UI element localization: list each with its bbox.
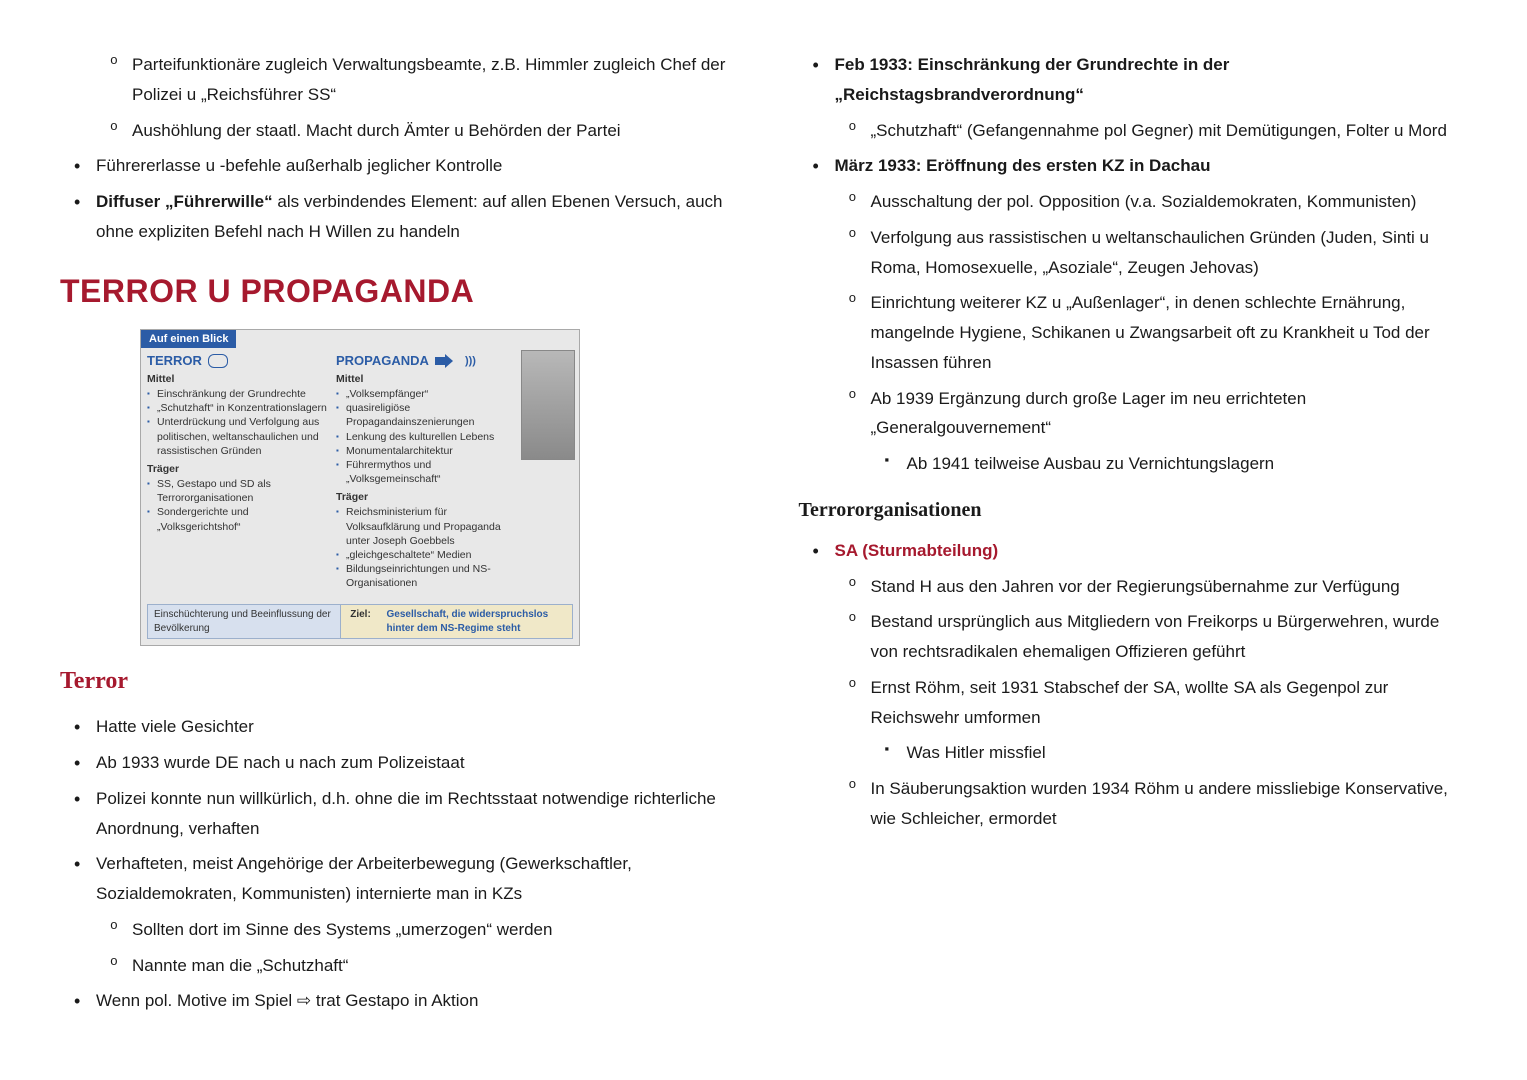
bold-span: Diffuser „Führerwille“ [96, 192, 273, 211]
list-item: „Volksempfänger“ [336, 387, 517, 401]
list-item: Lenkung des kulturellen Lebens [336, 430, 517, 444]
arrow-left-text: Einschüchterung und Beeinflussung der Be… [147, 604, 341, 639]
heading-terror: Terror [60, 660, 729, 702]
bold-span: Feb 1933: Einschränkung der Grundrechte … [835, 55, 1230, 104]
list-item: Sondergerichte und „Volksgerichtshof“ [147, 505, 328, 533]
list-item: Unterdrückung und Verfolgung aus politis… [147, 415, 328, 458]
list-item: Ausschaltung der pol. Opposition (v.a. S… [799, 187, 1468, 217]
infobox-body: TERROR Mittel Einschränkung der Grundrec… [141, 348, 579, 600]
left-column: Parteifunktionäre zugleich Verwaltungsbe… [60, 50, 729, 1022]
list-item: SS, Gestapo und SD als Terrororganisatio… [147, 477, 328, 505]
list-item: quasireligiöse Propagandainszenierungen [336, 401, 517, 429]
goal-text: Gesellschaft, die widerspruchslos hinter… [381, 604, 574, 639]
infobox-title-propaganda: PROPAGANDA))) [336, 352, 517, 370]
list-item: Aushöhlung der staatl. Macht durch Ämter… [60, 116, 729, 146]
list-item: Ab 1939 Ergänzung durch große Lager im n… [799, 384, 1468, 444]
list-item: Diffuser „Führerwille“ als verbindendes … [60, 187, 729, 247]
right-column: Feb 1933: Einschränkung der Grundrechte … [799, 50, 1468, 1022]
list-item: März 1933: Eröffnung des ersten KZ in Da… [799, 151, 1468, 181]
list-item: Wenn pol. Motive im Spiel ⇨ trat Gestapo… [60, 986, 729, 1016]
infobox-photo [521, 350, 575, 460]
list-item: Feb 1933: Einschränkung der Grundrechte … [799, 50, 1468, 110]
list-item: Monumentalarchitektur [336, 444, 517, 458]
two-column-layout: Parteifunktionäre zugleich Verwaltungsbe… [60, 50, 1467, 1022]
label: PROPAGANDA [336, 352, 429, 370]
list-item: Polizei konnte nun willkürlich, d.h. ohn… [60, 784, 729, 844]
label-traeger: Träger [147, 462, 328, 476]
list-item: Einschränkung der Grundrechte [147, 387, 328, 401]
list-item: Sollten dort im Sinne des Systems „umerz… [60, 915, 729, 945]
list-item: „Schutzhaft“ in Konzentrationslagern [147, 401, 328, 415]
heading-terror-propaganda: TERROR U PROPAGANDA [60, 263, 729, 319]
label: TERROR [147, 352, 202, 370]
list-item: „Schutzhaft“ (Gefangennahme pol Gegner) … [799, 116, 1468, 146]
sa-heading: SA (Sturmabteilung) [835, 541, 999, 560]
fist-icon [208, 354, 228, 368]
list-item: Parteifunktionäre zugleich Verwaltungsbe… [60, 50, 729, 110]
infobox-tab: Auf einen Blick [141, 330, 236, 349]
label-mittel: Mittel [336, 372, 517, 386]
list-item: Verhafteten, meist Angehörige der Arbeit… [60, 849, 729, 909]
heading-terrororganisationen: Terrororganisationen [799, 493, 1468, 528]
list-item: Bildungseinrichtungen und NS-Organisatio… [336, 562, 517, 590]
infobox-arrow-row: Einschüchterung und Beeinflussung der Be… [141, 600, 579, 645]
prop-traeger-list: Reichsministerium für Volksaufklärung un… [336, 505, 517, 590]
sound-waves-icon: ))) [465, 354, 476, 369]
prop-mittel-list: „Volksempfänger“ quasireligiöse Propagan… [336, 387, 517, 486]
list-item: Bestand ursprünglich aus Mitgliedern von… [799, 607, 1468, 667]
label-traeger: Träger [336, 490, 517, 504]
sa-list: SA (Sturmabteilung) Stand H aus den Jahr… [799, 536, 1468, 834]
top-list: Parteifunktionäre zugleich Verwaltungsbe… [60, 50, 729, 247]
terror-traeger-list: SS, Gestapo und SD als Terrororganisatio… [147, 477, 328, 534]
list-item: Ab 1933 wurde DE nach u nach zum Polizei… [60, 748, 729, 778]
label-mittel: Mittel [147, 372, 328, 386]
terror-list: Hatte viele Gesichter Ab 1933 wurde DE n… [60, 712, 729, 1016]
list-item: Einrichtung weiterer KZ u „Außenlager“, … [799, 288, 1468, 377]
megaphone-icon [435, 354, 457, 368]
bold-span: März 1933: Eröffnung des ersten KZ in Da… [835, 156, 1211, 175]
list-item: Ernst Röhm, seit 1931 Stabschef der SA, … [799, 673, 1468, 733]
infobox-terror-propaganda: Auf einen Blick TERROR Mittel Einschränk… [140, 329, 580, 647]
list-item: Ab 1941 teilweise Ausbau zu Vernichtungs… [799, 449, 1468, 479]
list-item: Hatte viele Gesichter [60, 712, 729, 742]
infobox-title-terror: TERROR [147, 352, 328, 370]
list-item: Stand H aus den Jahren vor der Regierung… [799, 572, 1468, 602]
list-item: Führererlasse u -befehle außerhalb jegli… [60, 151, 729, 181]
list-item-sa-head: SA (Sturmabteilung) [799, 536, 1468, 566]
list-item: Führermythos und „Volksgemeinschaft“ [336, 458, 517, 486]
list-item: Was Hitler missfiel [799, 738, 1468, 768]
list-item: In Säuberungsaktion wurden 1934 Röhm u a… [799, 774, 1468, 834]
list-item: Verfolgung aus rassistischen u weltansch… [799, 223, 1468, 283]
list-item: Nannte man die „Schutzhaft“ [60, 951, 729, 981]
terror-mittel-list: Einschränkung der Grundrechte „Schutzhaf… [147, 387, 328, 458]
infobox-col-terror: TERROR Mittel Einschränkung der Grundrec… [147, 352, 328, 594]
right-list: Feb 1933: Einschränkung der Grundrechte … [799, 50, 1468, 479]
goal-label: Ziel: [341, 604, 381, 639]
list-item: „gleichgeschaltete“ Medien [336, 548, 517, 562]
list-item: Reichsministerium für Volksaufklärung un… [336, 505, 517, 548]
